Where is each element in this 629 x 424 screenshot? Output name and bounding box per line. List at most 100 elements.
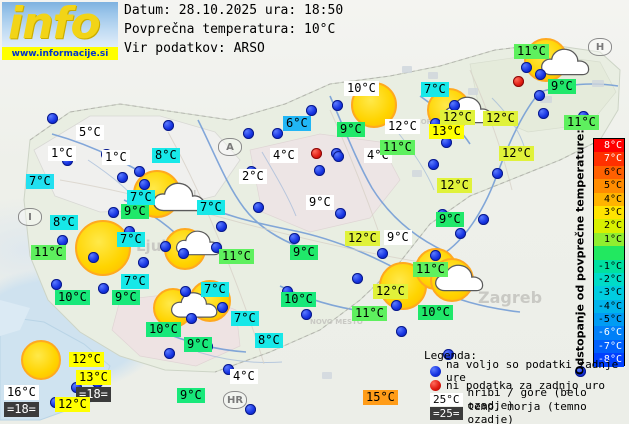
station-marker[interactable] [430,250,441,261]
station-marker[interactable] [301,309,312,320]
temperature-label: 11°C [31,245,66,260]
header-data-source: Vir podatkov: ARSO [124,41,265,56]
station-marker[interactable] [138,257,149,268]
legend-ok-dot-icon [430,365,441,377]
station-marker[interactable] [314,165,325,176]
station-marker[interactable] [47,113,58,124]
mountain-temperature-label: 9°C [306,195,334,210]
cloud-icon [170,290,222,320]
temperature-label: 8°C [152,148,180,163]
station-marker[interactable] [492,168,503,179]
country-badge-h: H [588,38,612,56]
legend-sea-chip: =25= [430,406,463,420]
station-marker[interactable] [186,313,197,324]
station-marker[interactable] [180,286,191,297]
logo-url[interactable]: www.informacije.si [2,47,118,60]
sun-icon [75,220,131,276]
station-marker[interactable] [535,69,546,80]
station-marker[interactable] [163,120,174,131]
station-marker-nodata[interactable] [311,148,322,159]
mountain-temperature-label: 1°C [48,146,76,161]
station-marker[interactable] [160,241,171,252]
station-marker[interactable] [289,233,300,244]
temperature-label: 13°C [76,370,111,385]
header-date-time: Datum: 28.10.2025 ura: 18:50 [124,3,344,18]
country-badge-hr: HR [223,391,247,409]
country-badge-a: A [218,138,242,156]
station-marker[interactable] [243,128,254,139]
station-marker[interactable] [333,151,344,162]
mountain-temperature-label: 12°C [385,119,420,134]
station-marker-nodata[interactable] [513,76,524,87]
legend-row-text: ni podatka za zadnjo uro [446,378,605,392]
scale-cell: 2°C [594,219,624,233]
country-badge-i: I [18,208,42,226]
station-marker[interactable] [449,100,460,111]
station-marker[interactable] [282,286,293,297]
station-marker[interactable] [98,283,109,294]
temperature-label: 13°C [429,124,464,139]
station-marker[interactable] [124,226,135,237]
station-marker[interactable] [117,172,128,183]
station-marker[interactable] [377,248,388,259]
station-marker[interactable] [352,273,363,284]
temperature-label: 12°C [499,146,534,161]
temperature-label: 11°C [413,262,448,277]
station-marker[interactable] [534,90,545,101]
scale-cell: -6°C [594,326,624,340]
station-marker[interactable] [391,300,402,311]
station-marker[interactable] [217,302,228,313]
legend-mountain-chip: 25°C [430,392,463,406]
station-marker[interactable] [139,179,150,190]
station-marker[interactable] [428,159,439,170]
station-marker[interactable] [575,366,586,377]
temperature-label: 15°C [363,390,398,405]
station-marker[interactable] [164,348,175,359]
station-marker[interactable] [216,221,227,232]
legend-rows: na voljo so podatki zadnje ure ni podatka… [424,358,629,424]
station-marker[interactable] [272,128,283,139]
station-marker[interactable] [396,326,407,337]
station-marker[interactable] [211,242,222,253]
station-marker[interactable] [443,349,454,360]
sea-temperature-label: =18= [4,402,39,417]
station-marker[interactable] [223,364,234,375]
temperature-label: 8°C [255,333,283,348]
station-marker[interactable] [332,100,343,111]
mountain-temperature-label: 10°C [344,81,379,96]
station-marker[interactable] [245,404,256,415]
station-marker[interactable] [178,248,189,259]
temperature-label: 7°C [26,174,54,189]
scale-cell: -4°C [594,299,624,314]
station-marker[interactable] [521,62,532,73]
station-marker[interactable] [88,252,99,263]
temperature-label: 9°C [337,122,365,137]
station-marker[interactable] [478,214,489,225]
temperature-label: 12°C [55,397,90,412]
scale-cell: -5°C [594,313,624,327]
sun-icon [21,340,61,380]
temperature-label: 9°C [112,290,140,305]
station-marker[interactable] [134,166,145,177]
temperature-deviation-scale: Odstopanje od povprečne temperature: 8°C… [569,129,627,375]
station-marker[interactable] [455,228,466,239]
station-marker[interactable] [108,207,119,218]
station-marker[interactable] [335,208,346,219]
station-marker[interactable] [441,137,452,148]
temperature-label: 8°C [50,215,78,230]
scale-title: Odstopanje od povprečne temperature: [573,129,587,375]
legend-row: ni podatka za zadnjo uro [430,378,629,392]
station-marker[interactable] [430,118,441,129]
mountain-temperature-label: 4°C [270,148,298,163]
site-logo[interactable]: info www.informacije.si [2,2,118,60]
temperature-label: 7°C [201,282,229,297]
temperature-label: 10°C [418,305,453,320]
station-marker[interactable] [306,105,317,116]
station-marker[interactable] [51,279,62,290]
legend-row: =25= temp. morja (temno ozadje) [430,400,629,424]
temperature-label: 6°C [283,116,311,131]
station-marker[interactable] [253,202,264,213]
station-marker[interactable] [57,235,68,246]
temperature-label: 11°C [219,249,254,264]
station-marker[interactable] [538,108,549,119]
